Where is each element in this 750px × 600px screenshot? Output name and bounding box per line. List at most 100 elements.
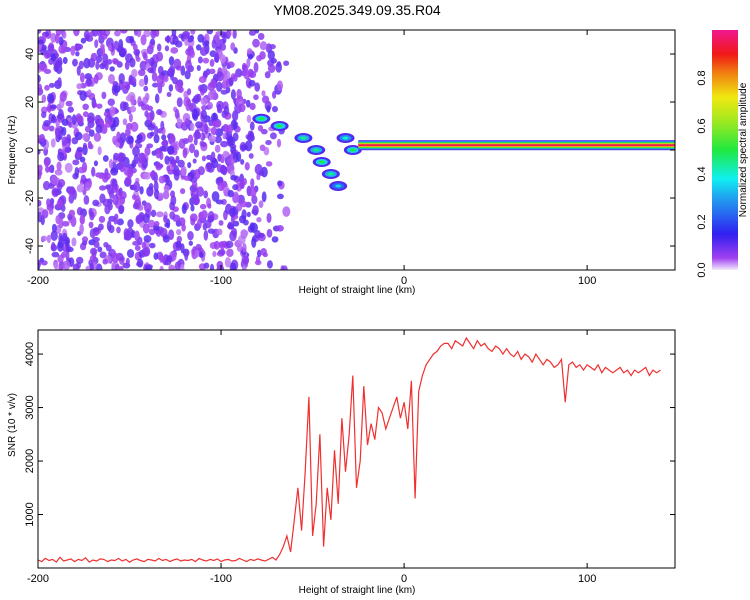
- noise-blob: [95, 124, 103, 134]
- colorbar-tick-label: 0.8: [696, 70, 708, 85]
- noise-blob: [200, 97, 208, 106]
- colorbar-tick-label: 0.4: [696, 166, 708, 181]
- noise-blob: [211, 39, 217, 49]
- noise-blob: [44, 159, 50, 168]
- noise-blob: [235, 68, 243, 78]
- noise-blob: [212, 250, 217, 258]
- noise-blob: [264, 71, 271, 79]
- noise-blob: [87, 89, 92, 96]
- noise-blob: [102, 155, 109, 162]
- noise-blob: [193, 131, 201, 140]
- noise-blob: [44, 84, 50, 91]
- noise-blob: [267, 64, 276, 73]
- noise-blob: [199, 203, 207, 210]
- noise-blob: [96, 103, 103, 109]
- noise-blob: [54, 169, 63, 176]
- noise-blob: [227, 124, 233, 135]
- noise-blob: [167, 145, 175, 155]
- noise-blob: [43, 119, 51, 127]
- noise-blob: [38, 149, 41, 155]
- top-ytick-label: 0: [24, 147, 36, 153]
- noise-blob: [107, 44, 113, 52]
- noise-blob: [249, 121, 255, 131]
- noise-blob: [38, 74, 41, 84]
- noise-blob: [167, 169, 174, 175]
- top-ytick-label: -20: [24, 190, 36, 206]
- noise-blob: [130, 121, 139, 132]
- noise-blob: [164, 36, 171, 43]
- noise-blob: [162, 190, 170, 200]
- noise-blob: [80, 174, 87, 184]
- noise-blob: [113, 40, 119, 51]
- noise-blob: [175, 240, 182, 249]
- noise-blob: [99, 30, 106, 36]
- noise-blob: [203, 190, 209, 199]
- noise-blob: [130, 95, 135, 106]
- noise-blob: [132, 202, 140, 210]
- noise-blob: [227, 61, 235, 68]
- noise-blob: [84, 125, 91, 133]
- noise-blob: [107, 58, 113, 65]
- noise-blob: [250, 178, 255, 188]
- noise-blob: [137, 96, 142, 107]
- noise-blob: [247, 53, 253, 60]
- noise-blob: [155, 162, 163, 171]
- noise-blob: [50, 230, 58, 241]
- noise-blob: [60, 46, 67, 54]
- noise-blob: [203, 262, 210, 269]
- noise-blob: [240, 158, 245, 165]
- noise-blob: [162, 235, 170, 243]
- noise-blob: [82, 133, 90, 141]
- noise-blob: [71, 237, 77, 247]
- noise-blob: [95, 263, 103, 270]
- noise-blob: [254, 82, 261, 92]
- noise-blob: [108, 224, 115, 234]
- noise-blob: [168, 84, 174, 92]
- noise-blob: [259, 51, 266, 60]
- noise-blob: [118, 73, 125, 84]
- noise-blob: [42, 180, 51, 191]
- noise-blob: [201, 105, 207, 111]
- noise-blob: [214, 135, 223, 144]
- noise-blob: [114, 263, 121, 270]
- noise-blob: [81, 240, 88, 246]
- colorbar-tick-label: 0.6: [696, 118, 708, 133]
- noise-blob: [163, 74, 169, 83]
- noise-blob: [209, 263, 215, 270]
- noise-blob: [206, 30, 214, 35]
- noise-blob: [107, 98, 115, 107]
- noise-blob: [45, 166, 50, 173]
- noise-blob: [102, 258, 108, 265]
- noise-blob: [229, 207, 236, 218]
- noise-blob: [41, 209, 49, 219]
- noise-blob: [92, 227, 100, 233]
- noise-blob: [67, 106, 74, 113]
- noise-blob: [50, 32, 57, 43]
- noise-blob: [79, 90, 87, 102]
- top-ytick-label: 40: [24, 48, 36, 60]
- noise-blob: [109, 66, 115, 72]
- noise-blob: [97, 146, 102, 156]
- noise-blob: [50, 242, 56, 252]
- noise-blob: [229, 262, 237, 270]
- noise-blob: [261, 191, 267, 203]
- noise-blob: [216, 106, 223, 114]
- noise-blob: [248, 153, 254, 159]
- noise-blob: [147, 219, 155, 228]
- noise-blob: [149, 242, 156, 249]
- noise-blob: [275, 62, 282, 73]
- noise-blob: [232, 30, 237, 39]
- noise-blob: [59, 91, 67, 103]
- noise-blob: [74, 166, 80, 178]
- colorbar-tick-label: 0.0: [696, 262, 708, 277]
- noise-blob: [181, 203, 187, 215]
- noise-blob: [226, 30, 232, 38]
- noise-blob: [132, 43, 138, 51]
- noise-blob: [139, 186, 144, 195]
- noise-blob: [54, 62, 59, 72]
- noise-blob: [216, 228, 223, 236]
- noise-blob: [124, 230, 133, 241]
- noise-blob: [240, 144, 249, 151]
- noise-blob: [243, 69, 250, 80]
- noise-blob: [228, 76, 234, 86]
